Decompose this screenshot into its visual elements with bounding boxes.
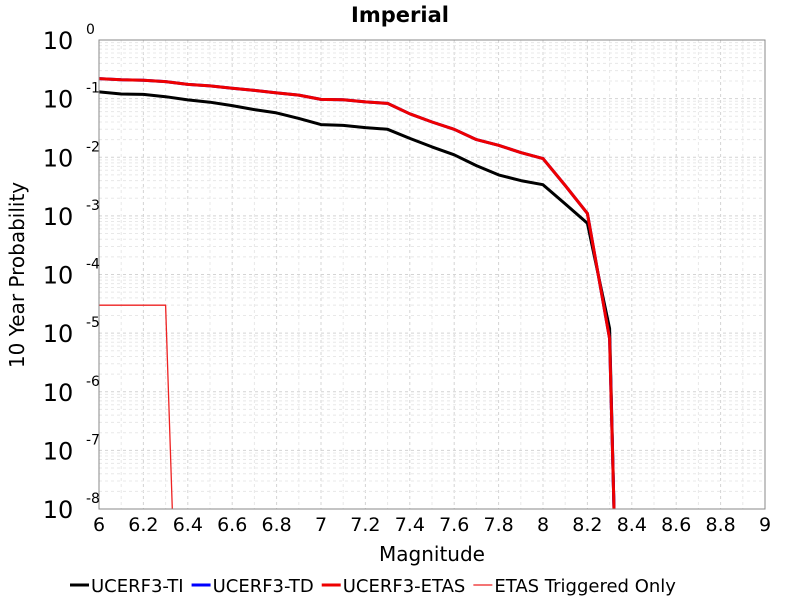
y-axis-label: 10 Year Probability: [5, 182, 29, 368]
legend: UCERF3-TI UCERF3-TD UCERF3-ETAS ETAS Trigge…: [70, 576, 676, 597]
x-tick-label: 7.8: [483, 514, 513, 536]
y-tick-exponent: -6: [86, 374, 100, 390]
x-tick-label: 7.6: [439, 514, 469, 536]
plot-frame: [98, 39, 766, 510]
x-tick-label: 8.8: [705, 514, 735, 536]
y-tick-label: 10: [43, 86, 74, 114]
x-axis-label: Magnitude: [379, 542, 485, 566]
y-axis-ticks: 10 0 10 -1 10 -2 10 -3 10 -4 10 -5 10 -6 10 -7 10 -8: [43, 22, 100, 524]
x-tick-label: 7: [315, 514, 327, 536]
legend-label: ETAS Triggered Only: [494, 576, 676, 597]
x-tick-label: 8.4: [617, 514, 647, 536]
y-tick-label: 10: [43, 27, 74, 55]
y-tick-exponent: -4: [86, 257, 100, 273]
series-line-2: [99, 77, 616, 509]
y-tick-label: 10: [43, 496, 74, 524]
y-tick-label: 10: [43, 144, 74, 172]
y-tick-exponent: -1: [86, 81, 100, 97]
y-tick-label: 10: [43, 379, 74, 407]
x-tick-label: 8.2: [572, 514, 602, 536]
x-tick-label: 6: [93, 514, 105, 536]
y-tick-exponent: -5: [86, 315, 100, 331]
x-tick-label: 9: [759, 514, 771, 536]
grid-lines: [98, 39, 766, 510]
series-line-1: [99, 90, 616, 509]
legend-label: UCERF3-TI: [91, 576, 184, 597]
y-tick-label: 10: [43, 203, 74, 231]
x-tick-label: 6.4: [173, 514, 203, 536]
series-layer: [99, 77, 616, 509]
series-line-3: [99, 77, 616, 509]
x-tick-label: 8.6: [661, 514, 691, 536]
y-tick-exponent: -2: [86, 139, 100, 155]
chart-title: Imperial: [351, 3, 449, 27]
x-tick-label: 7.2: [350, 514, 380, 536]
y-tick-label: 10: [43, 320, 74, 348]
x-tick-label: 6.6: [217, 514, 247, 536]
y-tick-label: 10: [43, 437, 74, 465]
y-tick-exponent: -8: [86, 491, 100, 507]
x-tick-label: 7.4: [395, 514, 425, 536]
y-tick-exponent: -3: [86, 198, 100, 214]
x-tick-label: 6.2: [128, 514, 158, 536]
y-tick-exponent: -7: [86, 432, 100, 448]
series-line-4: [99, 304, 173, 509]
y-tick-label: 10: [43, 262, 74, 290]
legend-label: UCERF3-ETAS: [343, 576, 466, 597]
x-tick-label: 6.8: [261, 514, 291, 536]
legend-label: UCERF3-TD: [213, 576, 314, 597]
x-tick-label: 8: [537, 514, 549, 536]
y-tick-exponent: 0: [86, 22, 95, 38]
x-axis-ticks: 6 6.2 6.4 6.6 6.8 7 7.2 7.4 7.6 7.8 8 8.2 8.4 8.6 8.8 9: [93, 514, 771, 536]
